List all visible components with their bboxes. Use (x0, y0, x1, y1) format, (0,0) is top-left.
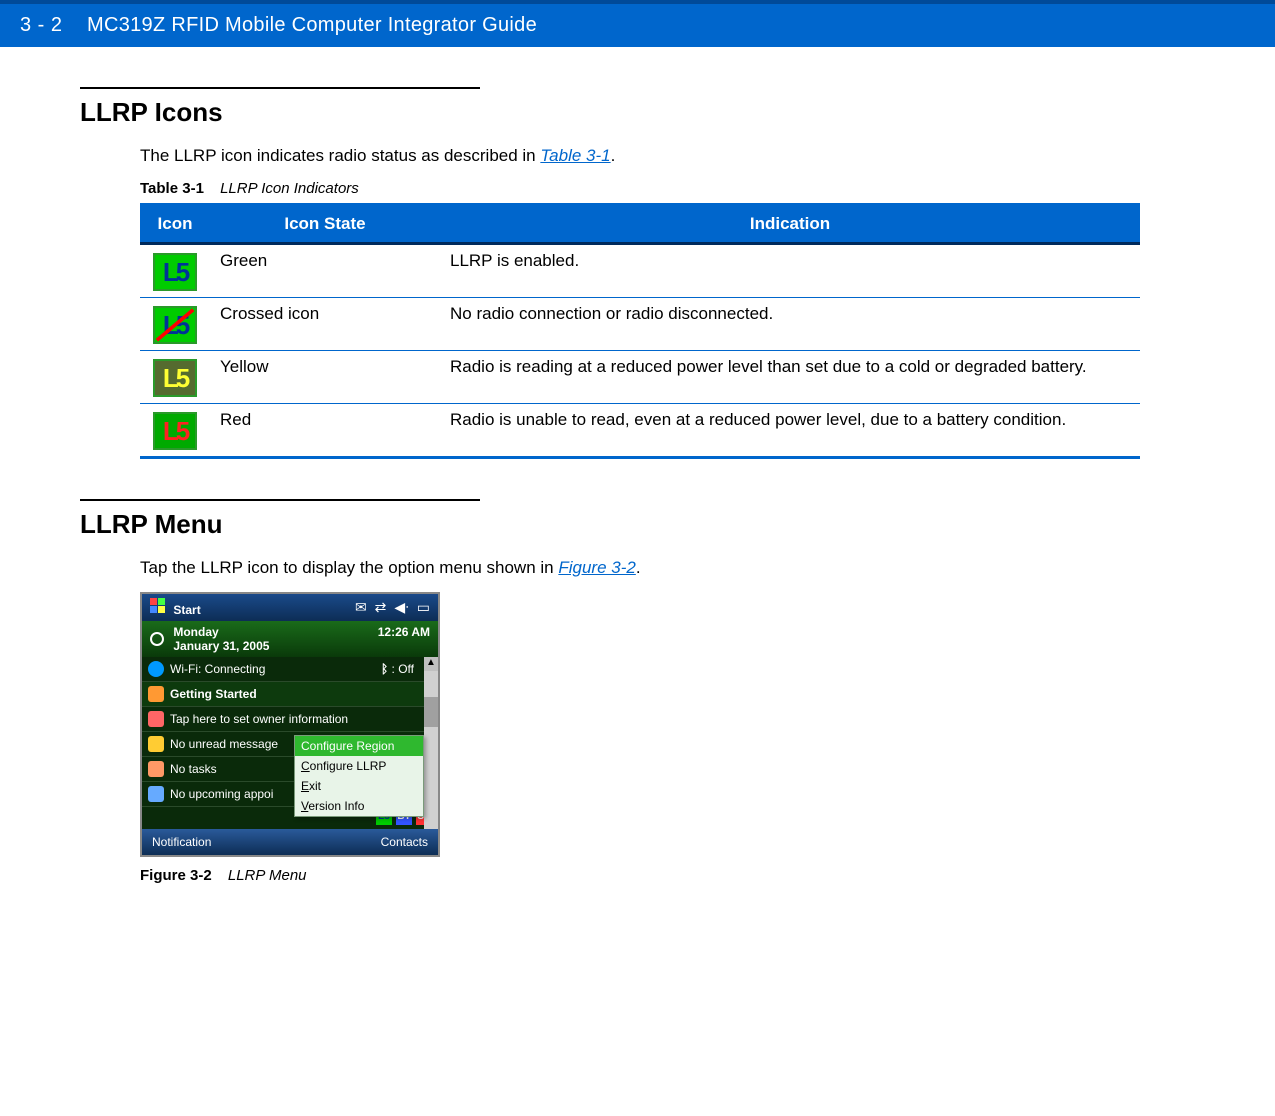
intro-text-1: The LLRP icon indicates radio status as … (140, 146, 1195, 166)
section-heading-llrp-icons: LLRP Icons (80, 97, 1195, 128)
indication-cell: Radio is unable to read, even at a reduc… (440, 404, 1140, 458)
device-rows-container: Wi-Fi: Connecting ᛒ : Off Getting Starte… (142, 657, 438, 829)
figure-caption-label: Figure 3-2 (140, 867, 212, 884)
start-button[interactable]: Start (150, 598, 201, 617)
top-tray-icons: ✉ ⇄ ◀ᐧ ▭ (355, 599, 430, 616)
today-row[interactable]: Tap here to set owner information (142, 707, 438, 732)
table-row: L5 Yellow Radio is reading at a reduced … (140, 351, 1140, 404)
row-icon (148, 761, 164, 777)
day-label: Monday (173, 625, 218, 639)
table-caption-label: Table 3-1 (140, 180, 204, 197)
row-icon (148, 711, 164, 727)
row-icon (148, 686, 164, 702)
intro-suffix: . (611, 146, 616, 165)
scroll-thumb[interactable] (424, 697, 438, 727)
state-cell: Yellow (210, 351, 440, 404)
bt-status: ᛒ : Off (381, 662, 414, 676)
row-label: Getting Started (170, 687, 257, 701)
page-header: 3 - 2 MC319Z RFID Mobile Computer Integr… (0, 0, 1275, 47)
page-content: LLRP Icons The LLRP icon indicates radio… (0, 47, 1275, 924)
state-cell: Green (210, 244, 440, 298)
row-label: No unread message (170, 737, 278, 751)
section-heading-llrp-menu: LLRP Menu (80, 509, 1195, 540)
scroll-up-button[interactable]: ▲ (424, 657, 438, 671)
row-label: No upcoming appoi (170, 787, 273, 801)
time-label: 12:26 AM (378, 625, 430, 639)
indication-cell: LLRP is enabled. (440, 244, 1140, 298)
icon-cell: L5 (140, 298, 210, 351)
table-row: L5 Crossed icon No radio connection or r… (140, 298, 1140, 351)
th-state: Icon State (210, 205, 440, 244)
table-caption-title: LLRP Icon Indicators (220, 180, 359, 197)
icon-cell: L5 (140, 244, 210, 298)
scrollbar[interactable]: ▲ (424, 657, 438, 829)
table-reference-link[interactable]: Table 3-1 (540, 146, 610, 165)
softkey-left[interactable]: Notification (152, 835, 211, 849)
figure-reference-link[interactable]: Figure 3-2 (558, 558, 635, 577)
indication-cell: No radio connection or radio disconnecte… (440, 298, 1140, 351)
popup-item[interactable]: Exit (295, 776, 423, 796)
table-row: L5 Red Radio is unable to read, even at … (140, 404, 1140, 458)
sync-icon[interactable]: ⇄ (375, 599, 387, 616)
softkey-right[interactable]: Contacts (381, 835, 428, 849)
intro-prefix: The LLRP icon indicates radio status as … (140, 146, 540, 165)
row-label: Tap here to set owner information (170, 712, 348, 726)
device-bottom-bar: Notification Contacts (142, 829, 438, 855)
llrp-icon-table: Icon Icon State Indication L5 Green LLRP… (140, 203, 1140, 459)
row-icon (148, 786, 164, 802)
section-divider (80, 499, 480, 501)
intro-prefix-2: Tap the LLRP icon to display the option … (140, 558, 558, 577)
today-row[interactable]: Getting Started (142, 682, 438, 707)
icon-cell: L5 (140, 404, 210, 458)
row-label: No tasks (170, 762, 217, 776)
state-cell: Red (210, 404, 440, 458)
figure-caption-title: LLRP Menu (228, 867, 307, 884)
intro-suffix-2: . (636, 558, 641, 577)
table-row: L5 Green LLRP is enabled. (140, 244, 1140, 298)
table-caption: Table 3-1 LLRP Icon Indicators (140, 180, 1195, 197)
start-label: Start (173, 603, 200, 617)
figure-caption: Figure 3-2 LLRP Menu (140, 867, 1195, 884)
date-label: January 31, 2005 (173, 639, 269, 653)
llrp-cross-icon: L5 (153, 306, 197, 344)
bluetooth-icon: ᛒ (381, 662, 388, 676)
th-icon: Icon (140, 205, 210, 244)
row-icon (148, 736, 164, 752)
llrp-green-icon: L5 (153, 253, 197, 291)
popup-item[interactable]: Configure LLRP (295, 756, 423, 776)
windows-flag-icon (150, 598, 166, 614)
battery-icon[interactable]: ▭ (417, 599, 430, 616)
llrp-yellow-icon: L5 (153, 359, 197, 397)
wifi-label: Wi-Fi: Connecting (170, 662, 265, 676)
wifi-icon (148, 661, 164, 677)
llrp-red-icon: L5 (153, 412, 197, 450)
icon-cell: L5 (140, 351, 210, 404)
th-indication: Indication (440, 205, 1140, 244)
section-divider (80, 87, 480, 89)
device-top-bar: Start ✉ ⇄ ◀ᐧ ▭ (142, 594, 438, 621)
guide-title: MC319Z RFID Mobile Computer Integrator G… (87, 14, 537, 36)
indication-cell: Radio is reading at a reduced power leve… (440, 351, 1140, 404)
chat-icon[interactable]: ✉ (355, 599, 367, 616)
speaker-icon[interactable]: ◀ᐧ (394, 599, 408, 616)
llrp-popup-menu: Configure RegionConfigure LLRPExitVersio… (294, 735, 424, 817)
wifi-row[interactable]: Wi-Fi: Connecting ᛒ : Off (142, 657, 438, 682)
device-screenshot: Start ✉ ⇄ ◀ᐧ ▭ Monday January 31, 2005 1… (140, 592, 440, 857)
popup-item[interactable]: Version Info (295, 796, 423, 816)
intro-text-2: Tap the LLRP icon to display the option … (140, 558, 1195, 578)
device-date-bar[interactable]: Monday January 31, 2005 12:26 AM (142, 621, 438, 657)
popup-item[interactable]: Configure Region (295, 736, 423, 756)
state-cell: Crossed icon (210, 298, 440, 351)
clock-icon (150, 632, 164, 646)
page-number: 3 - 2 (20, 14, 63, 36)
